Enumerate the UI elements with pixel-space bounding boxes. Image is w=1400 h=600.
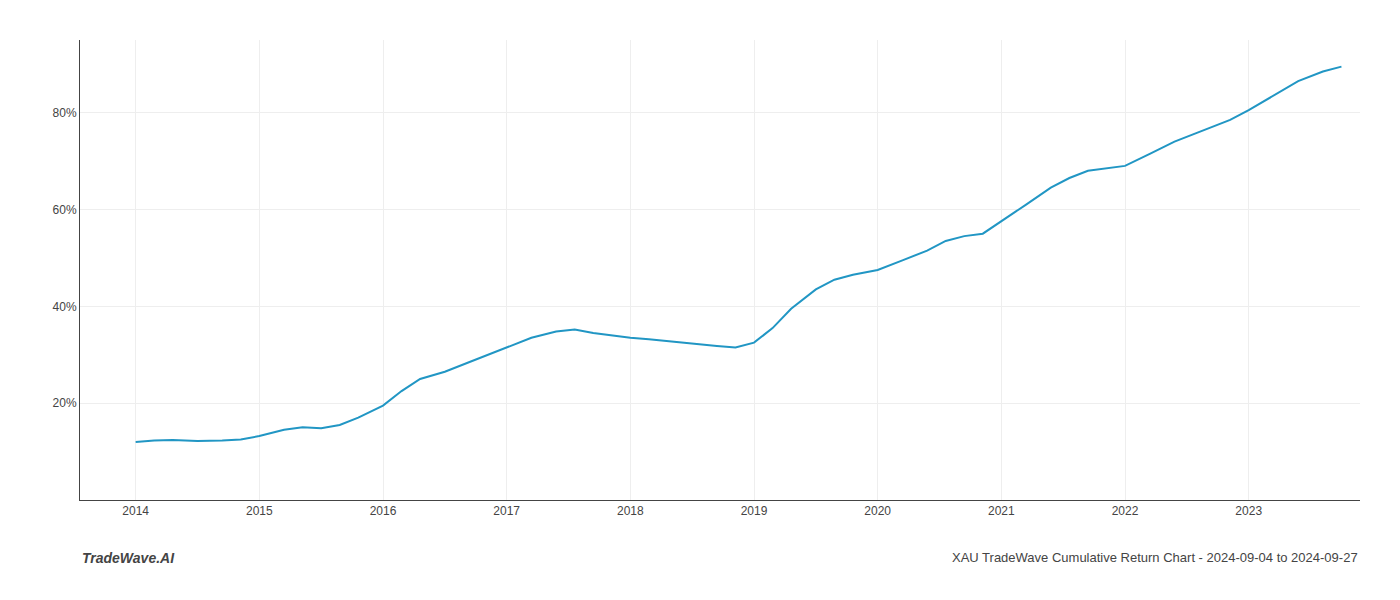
svg-text:40%: 40%	[53, 300, 77, 314]
svg-text:TradeWave.AI: TradeWave.AI	[82, 550, 175, 566]
svg-text:2019: 2019	[741, 504, 768, 518]
svg-text:20%: 20%	[53, 396, 77, 410]
svg-text:2020: 2020	[864, 504, 891, 518]
svg-text:2015: 2015	[246, 504, 273, 518]
svg-text:2016: 2016	[370, 504, 397, 518]
svg-text:XAU TradeWave Cumulative Retur: XAU TradeWave Cumulative Return Chart - …	[952, 550, 1358, 565]
svg-text:2018: 2018	[617, 504, 644, 518]
svg-text:2014: 2014	[122, 504, 149, 518]
svg-text:2023: 2023	[1235, 504, 1262, 518]
svg-text:2022: 2022	[1112, 504, 1139, 518]
svg-text:2017: 2017	[493, 504, 520, 518]
svg-text:80%: 80%	[53, 106, 77, 120]
svg-text:2021: 2021	[988, 504, 1015, 518]
svg-text:60%: 60%	[53, 203, 77, 217]
